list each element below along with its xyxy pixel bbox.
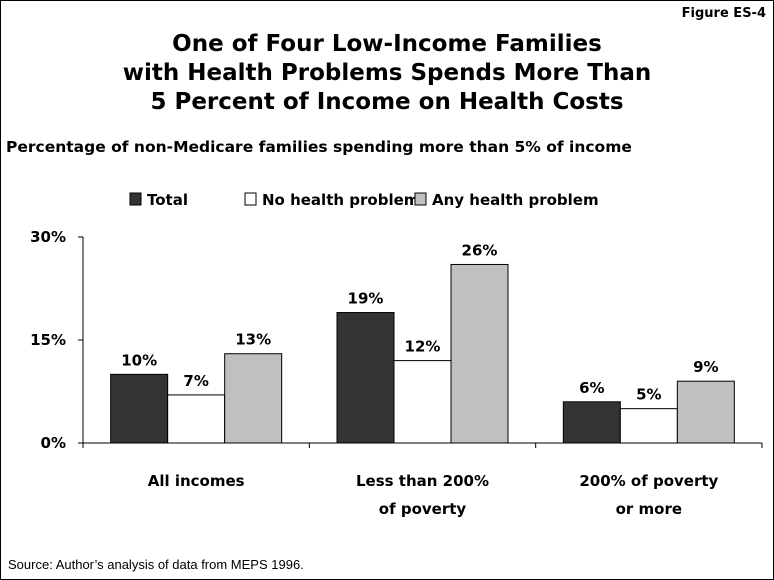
y-tick-label-2: 15% (30, 331, 66, 349)
category-label-2-line-2: of poverty (379, 500, 467, 518)
chart-title-line-2: with Health Problems Spends More Than (122, 60, 652, 86)
bar-2-3 (619, 408, 678, 444)
legend-label-2: No health problem (262, 191, 419, 209)
data-label-1-2: 19% (348, 290, 384, 308)
category-label-3-line-2: or more (616, 500, 682, 518)
bar-1-2 (336, 312, 395, 444)
bar-3-3 (676, 380, 735, 444)
data-label-2-1: 7% (183, 372, 208, 390)
category-label-2-line-1: Less than 200% (356, 472, 489, 490)
bar-3-2 (450, 263, 509, 444)
category-label-3-line-1: 200% of poverty (579, 472, 718, 490)
data-label-3-2: 26% (462, 241, 498, 259)
data-label-3-1: 13% (235, 331, 271, 349)
legend-swatch-3 (414, 192, 427, 206)
category-label-1-line-1: All incomes (148, 472, 245, 490)
bar-1-1 (110, 373, 169, 444)
data-label-3-3: 9% (693, 358, 718, 376)
data-label-1-1: 10% (121, 351, 157, 369)
data-label-2-2: 12% (405, 338, 441, 356)
data-label-1-3: 6% (579, 379, 604, 397)
chart-title: One of Four Low-Income Families with Hea… (0, 30, 774, 117)
bar-2-2 (393, 360, 452, 444)
y-tick-label-1: 0% (41, 434, 66, 452)
chart-title-line-3: 5 Percent of Income on Health Costs (150, 89, 624, 115)
bar-3-1 (224, 353, 283, 444)
legend-swatch-2 (244, 192, 257, 206)
legend-label-3: Any health problem (432, 191, 599, 209)
chart-subtitle: Percentage of non-Medicare families spen… (6, 138, 632, 156)
bar-1-3 (562, 401, 621, 444)
y-tick-label-3: 30% (30, 228, 66, 246)
figure-label: Figure ES-4 (681, 6, 766, 21)
legend-swatch-1 (129, 192, 142, 206)
chart-title-line-1: One of Four Low-Income Families (172, 31, 602, 57)
legend-label-1: Total (147, 191, 188, 209)
data-label-2-3: 5% (636, 386, 661, 404)
bar-2-1 (167, 394, 226, 444)
source-note: Source: Author’s analysis of data from M… (8, 557, 304, 572)
